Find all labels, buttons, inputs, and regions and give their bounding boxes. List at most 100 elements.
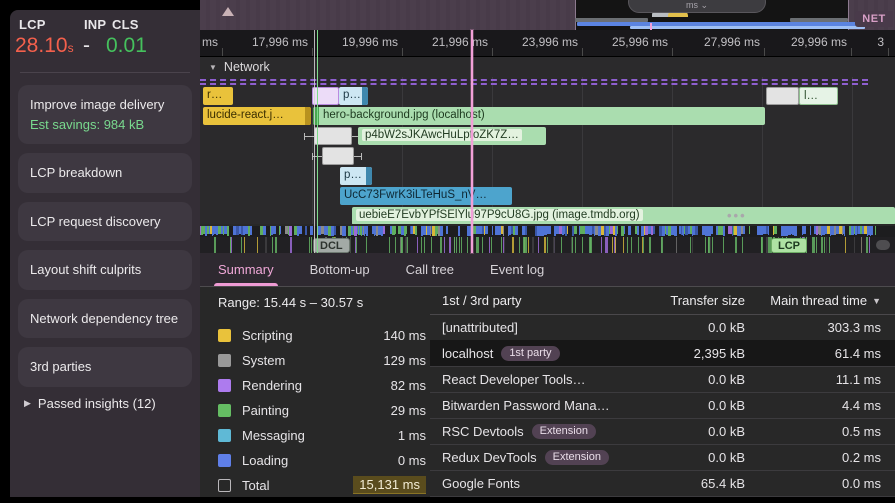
cpu-activity-tick [662, 226, 665, 236]
network-request-bar[interactable] [322, 147, 354, 165]
cpu-activity-tick [674, 226, 676, 236]
sort-desc-icon: ▼ [872, 295, 881, 306]
insight-card[interactable]: Layout shift culprits [18, 250, 192, 290]
col-transfer-header[interactable]: Transfer size [670, 293, 745, 308]
party-name: Google Fonts [442, 475, 521, 491]
timing-tick [395, 237, 396, 253]
timing-tick [631, 237, 632, 253]
chevron-down-icon: ▼ [209, 62, 217, 72]
network-request-bar[interactable] [766, 87, 799, 105]
network-request-bar[interactable]: p… [340, 167, 372, 185]
cpu-activity-tick [498, 226, 501, 235]
cpu-activity-tick [864, 226, 867, 234]
cpu-activity-tick [357, 226, 358, 234]
cpu-activity-tick [508, 226, 509, 236]
timing-tick [822, 237, 823, 253]
timing-tick [489, 237, 490, 253]
cpu-activity-strip[interactable] [200, 226, 895, 237]
more-requests-indicator[interactable]: ••• [727, 208, 747, 223]
network-request-bar[interactable] [312, 87, 339, 105]
insight-card-title: Layout shift culprits [30, 262, 142, 278]
cpu-activity-tick [565, 226, 567, 236]
network-request-bar[interactable]: p4bW2sJKAwcHuLpfoZK7Z… [358, 127, 546, 145]
timing-tick [854, 237, 855, 253]
network-request-bar[interactable] [314, 127, 352, 145]
cpu-activity-tick [326, 226, 328, 235]
network-request-bar[interactable]: uebieE7EvbYPfSElYlu97P9cU8G.jpg (image.t… [352, 207, 895, 224]
cpu-activity-tick [648, 226, 651, 234]
passed-insights-toggle[interactable]: ▶ Passed insights (12) [24, 396, 200, 411]
cpu-activity-tick [781, 226, 784, 236]
main-thread-time: 0.5 ms [841, 423, 881, 439]
cpu-activity-tick [702, 226, 705, 235]
table-row[interactable]: React Developer Tools… 0.0 kB 11.1 ms [430, 366, 895, 393]
timing-tick [812, 237, 813, 253]
timing-tick [272, 237, 273, 253]
timeline-minimap[interactable]: ms ⌄ NET [200, 0, 895, 30]
ruler-tick-label: 29,996 ms [790, 35, 847, 49]
insight-card-title: 3rd parties [30, 359, 92, 375]
minimap-pink-marker [650, 23, 652, 30]
network-track-header[interactable]: ▼ Network [200, 57, 895, 77]
col-time-header[interactable]: Main thread time ▼ [770, 293, 881, 308]
network-request-bar[interactable]: UcC73FwrK3iLTeHuS_nV… [340, 187, 512, 205]
network-request-bar[interactable]: hero-background.jpg (localhost) [313, 107, 765, 125]
network-request-bar[interactable]: lucide-react.j… [203, 107, 311, 125]
category-swatch [218, 353, 231, 367]
cpu-activity-tick [818, 226, 819, 234]
cpu-activity-tick [299, 226, 302, 234]
insight-card[interactable]: Improve image delivery Est savings: 984 k… [18, 85, 192, 145]
main-thread-time: 0.0 ms [841, 475, 881, 491]
cpu-activity-tick [666, 226, 668, 235]
table-row[interactable]: Bitwarden Password Mana… 0.0 kB 4.4 ms [430, 392, 895, 419]
insight-card[interactable]: LCP request discovery [18, 201, 192, 242]
table-row[interactable]: RSC Devtools Extension 0.0 kB 0.5 ms [430, 418, 895, 445]
table-row[interactable]: Redux DevTools Extension 0.0 kB 0.2 ms [430, 444, 895, 471]
timing-tick [607, 237, 608, 253]
network-dashed-guide [200, 83, 868, 85]
tab-event-log[interactable]: Event log [490, 262, 545, 277]
minimap-window-left-handle[interactable] [575, 0, 576, 30]
cpu-activity-tick [503, 226, 504, 236]
cpu-activity-tick [271, 226, 273, 235]
table-row[interactable]: [unattributed] 0.0 kB 303.3 ms [430, 314, 895, 341]
cpu-activity-tick [791, 226, 792, 234]
summary-pane: Range: 15.44 s – 30.57 s Scripting 140 ms… [200, 287, 430, 497]
cpu-activity-tick [217, 226, 218, 235]
timings-marker-strip[interactable]: DCL LCP [200, 237, 895, 253]
insight-card[interactable]: 3rd parties [18, 347, 192, 387]
insight-card[interactable]: Network dependency tree [18, 298, 192, 339]
network-request-bar[interactable]: r… [203, 87, 233, 105]
insight-card[interactable]: LCP breakdown [18, 153, 192, 193]
details-tabbar: Summary Bottom-up Call tree Event log [200, 253, 895, 287]
chevron-down-icon: ⌄ [700, 0, 709, 10]
timeline-breadcrumb-pill[interactable]: ms ⌄ [628, 0, 766, 13]
time-ruler[interactable]: ms 17,996 ms 19,996 ms 21,996 ms 23,996 ms 25… [200, 30, 895, 57]
category-time: 29 ms [390, 402, 426, 418]
category-time: 0 ms [397, 452, 426, 468]
timing-tick [230, 237, 231, 253]
cpu-activity-tick [310, 226, 313, 235]
col-party-header[interactable]: 1st / 3rd party [442, 293, 522, 308]
network-request-bar[interactable]: l… [799, 87, 838, 105]
minimap-window-right-handle[interactable] [848, 0, 849, 30]
ruler-tick-mark [402, 48, 403, 56]
table-row[interactable]: Google Fonts 65.4 kB 0.0 ms [430, 470, 895, 497]
category-name: Loading [242, 452, 289, 468]
strip-scroll-thumb[interactable] [876, 240, 890, 250]
cpu-activity-tick [651, 226, 653, 235]
network-request-bar[interactable]: p… [339, 87, 368, 105]
table-row[interactable]: localhost 1st party 2,395 kB 61.4 ms [430, 340, 895, 367]
tab-summary[interactable]: Summary [214, 253, 278, 286]
tab-call-tree[interactable]: Call tree [405, 262, 455, 277]
cls-label: CLS [112, 17, 139, 32]
cpu-activity-tick [334, 226, 336, 235]
tab-bottom-up[interactable]: Bottom-up [309, 262, 370, 277]
cpu-activity-tick [223, 226, 224, 235]
cpu-activity-tick [426, 226, 427, 235]
cpu-activity-tick [224, 226, 226, 234]
cpu-activity-tick [431, 226, 432, 234]
insight-card-savings: Est savings: 984 kB [30, 116, 145, 132]
cpu-activity-tick [509, 226, 511, 235]
cpu-activity-tick [540, 226, 541, 236]
